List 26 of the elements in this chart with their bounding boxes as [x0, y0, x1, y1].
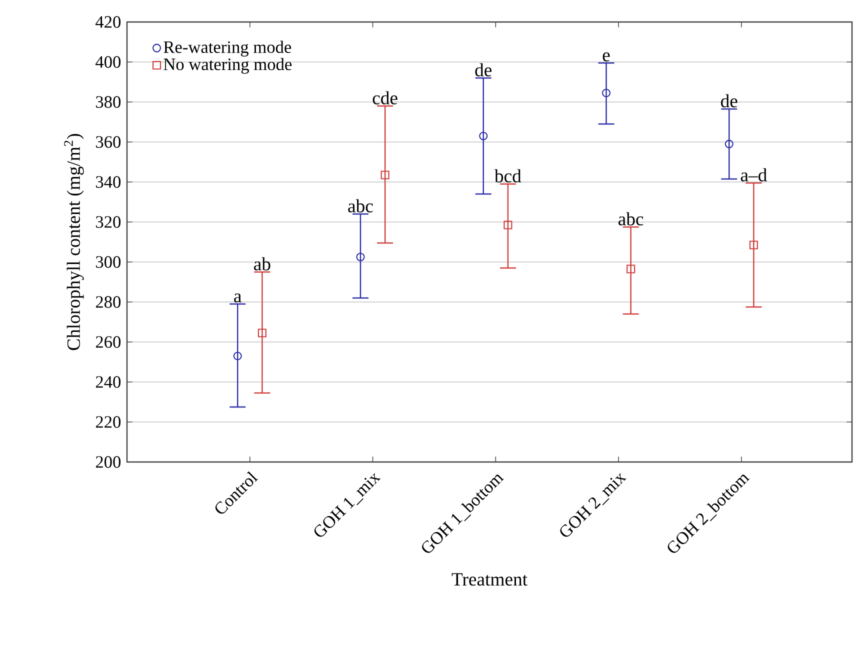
- annotation: ab: [254, 257, 270, 270]
- y-tick-label: 320: [96, 216, 121, 228]
- x-axis-title: Treatment: [452, 573, 528, 586]
- annotation: bcd: [494, 169, 522, 182]
- y-tick-label: 420: [96, 16, 121, 28]
- annotation: de: [475, 63, 492, 76]
- y-tick-label: 400: [96, 56, 121, 68]
- y-tick-label: 300: [96, 256, 121, 268]
- y-tick-label: 360: [96, 136, 121, 148]
- annotation: e: [602, 52, 610, 62]
- annotation: abc: [348, 199, 373, 212]
- y-tick-label: 220: [96, 416, 121, 428]
- y-axis-title: Chlorophyll content (mg/m$^{2}$): [64, 134, 84, 350]
- y-tick-label: 200: [96, 456, 121, 468]
- annotation: a–d: [740, 168, 767, 182]
- y-tick-label: 380: [96, 96, 121, 108]
- legend-label: No watering mode: [164, 58, 292, 74]
- annotation: de: [720, 94, 738, 108]
- y-tick-label: 240: [96, 376, 121, 388]
- y-tick-label: 340: [96, 176, 121, 188]
- annotation: abc: [618, 212, 644, 226]
- legend-label: Re-watering mode: [164, 40, 292, 57]
- annotation: cde: [372, 91, 398, 104]
- annotation: a: [234, 293, 242, 302]
- y-tick-label: 280: [96, 296, 121, 308]
- y-tick-label: 260: [96, 336, 121, 348]
